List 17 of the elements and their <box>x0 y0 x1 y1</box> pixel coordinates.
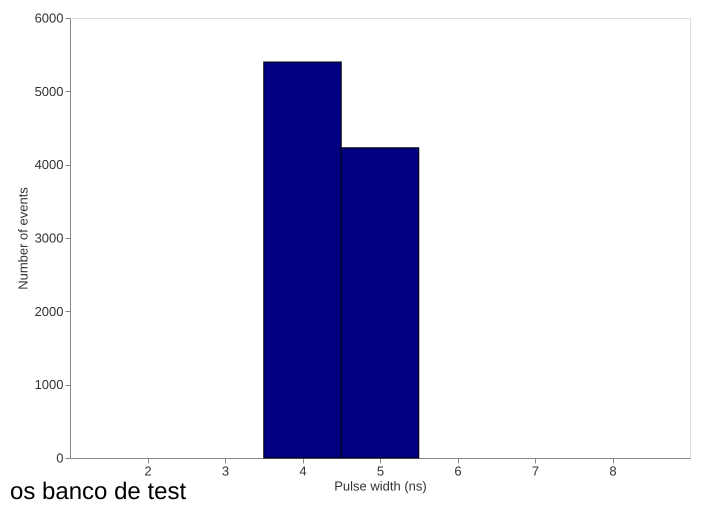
x-tick-label: 6 <box>454 464 462 478</box>
y-tick-label: 6000 <box>34 10 64 26</box>
y-tick-label: 4000 <box>34 157 64 172</box>
y-axis-title: Number of events <box>16 186 31 290</box>
y-tick-label: 3000 <box>34 230 64 246</box>
x-axis-title: Pulse width (ns) <box>334 478 427 494</box>
x-tick-label: 5 <box>376 464 384 478</box>
y-tick-label: 0 <box>56 450 64 466</box>
x-tick-label: 8 <box>609 464 617 478</box>
y-tick-label: 5000 <box>34 84 64 99</box>
y-tick-label: 1000 <box>34 377 64 392</box>
x-tick-label: 7 <box>532 464 540 478</box>
text: os banco de test <box>10 478 186 505</box>
x-tick-label: 4 <box>299 464 307 478</box>
x-tick-label: 2 <box>144 464 152 478</box>
x-tick-label: 3 <box>222 464 230 478</box>
y-tick-label: 2000 <box>34 304 64 319</box>
